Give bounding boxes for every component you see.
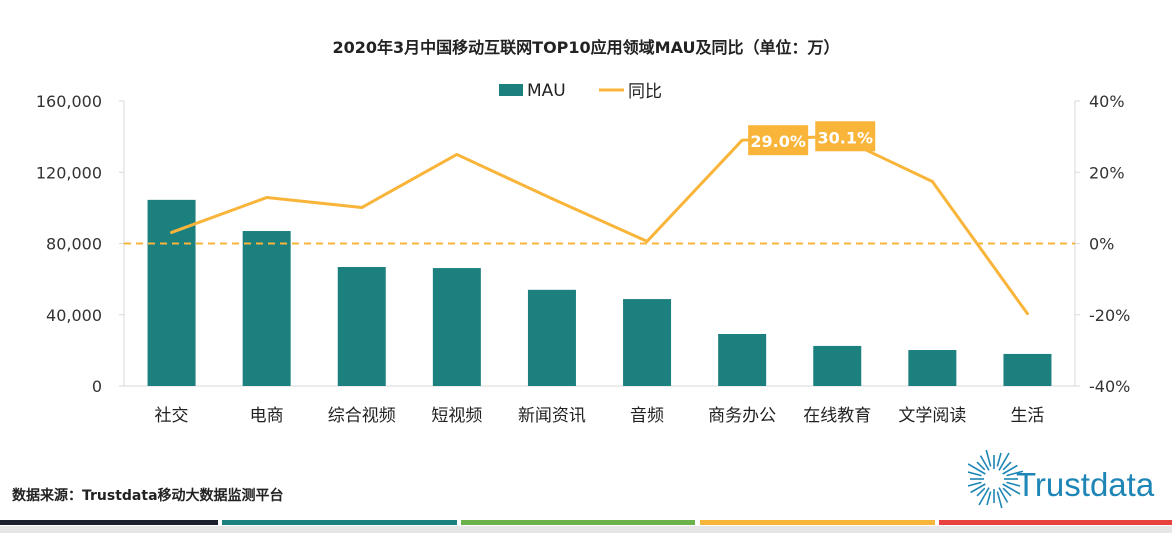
bar-音频 [623, 299, 672, 386]
right-tick-label: 0% [1089, 235, 1114, 254]
color-strip [0, 520, 218, 525]
bar-商务办公 [718, 333, 767, 386]
x-tick-label: 商务办公 [708, 406, 776, 426]
bar-综合视频 [337, 267, 386, 386]
x-tick-label: 短视频 [431, 406, 482, 426]
data-source: 数据来源：Trustdata移动大数据监测平台 [12, 488, 284, 504]
x-tick-label: 综合视频 [328, 406, 396, 426]
left-tick-label: 160,000 [36, 92, 102, 111]
color-strip [222, 520, 457, 525]
bar-在线教育 [813, 345, 862, 386]
x-tick-label: 文学阅读 [898, 406, 966, 426]
yoy-point-新闻资讯 [550, 197, 554, 201]
chart: 0 40,000 80,000 120,000 160,000 -40% -20% 0% 20%… [36, 81, 1131, 426]
bar-文学阅读 [908, 350, 957, 386]
yoy-point-商务办公 [740, 138, 744, 142]
right-tick-label: 20% [1089, 163, 1125, 182]
bottom-band [0, 526, 1172, 533]
bar-生活 [1003, 353, 1052, 386]
x-tick-label: 电商 [250, 406, 284, 426]
yoy-point-音频 [645, 239, 649, 243]
x-tick-label: 新闻资讯 [518, 406, 586, 426]
right-tick-label: -20% [1089, 306, 1130, 325]
data-label-box [748, 125, 809, 156]
yoy-point-社交 [170, 230, 174, 234]
color-strip [939, 520, 1172, 525]
legend-yoy-label: 同比 [628, 82, 662, 102]
yoy-point-电商 [265, 196, 269, 200]
x-tick-label: 音频 [630, 406, 664, 426]
yoy-point-文学阅读 [930, 180, 934, 184]
data-label: 29.0% [750, 132, 806, 151]
bar-新闻资讯 [527, 289, 576, 386]
legend-mau-label: MAU [527, 81, 566, 101]
logo-text: Trustdata [1016, 466, 1155, 503]
data-label: 30.1% [817, 128, 873, 147]
x-tick-label: 生活 [1010, 406, 1044, 426]
yoy-point-生活 [1025, 312, 1029, 316]
trustdata-logo: Trustdata [968, 449, 1155, 509]
left-tick-label: 80,000 [46, 235, 102, 254]
left-tick-label: 40,000 [46, 306, 102, 325]
sunburst-icon [968, 449, 1024, 509]
right-tick-label: -40% [1089, 377, 1130, 396]
legend-mau-swatch [499, 84, 523, 96]
data-label-box [815, 121, 876, 152]
chart-title: 2020年3月中国移动互联网TOP10应用领域MAU及同比（单位：万） [332, 38, 840, 57]
left-tick-label: 0 [92, 377, 102, 396]
yoy-point-短视频 [455, 152, 459, 156]
x-tick-label: 在线教育 [803, 406, 871, 426]
x-tick-label: 社交 [155, 406, 189, 426]
left-tick-label: 120,000 [36, 163, 102, 182]
right-tick-label: 40% [1089, 92, 1125, 111]
color-strip [700, 520, 935, 525]
yoy-point-综合视频 [360, 206, 364, 210]
bar-电商 [242, 231, 291, 386]
color-strip [461, 520, 695, 525]
yoy-line [171, 134, 1029, 315]
bar-短视频 [432, 268, 481, 386]
